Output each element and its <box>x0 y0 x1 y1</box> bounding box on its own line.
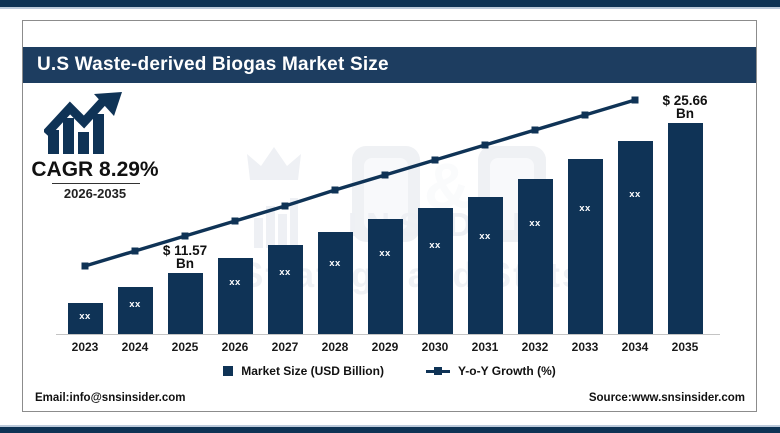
growth-line-marker-2031 <box>481 141 489 149</box>
growth-line-path <box>84 98 636 268</box>
bar-value-placeholder: xx <box>579 203 591 214</box>
market-size-bar-2028: xx <box>317 232 353 334</box>
cagr-range: 2026-2035 <box>63 186 127 201</box>
growth-line-marker-2033 <box>581 111 589 119</box>
footer-source: Source:www.snsinsider.com <box>588 392 745 404</box>
top-brand-strip <box>0 0 780 9</box>
x-axis-tick-2026: 2026 <box>221 340 249 354</box>
market-size-bar-2026: xx <box>217 258 253 334</box>
bar-value-placeholder: xx <box>429 240 441 251</box>
legend-label: Y-o-Y Growth (%) <box>457 364 556 378</box>
x-axis-tick-2024: 2024 <box>121 340 149 354</box>
legend-item-market-size: Market Size (USD Billion) <box>223 364 384 378</box>
market-size-bar-2027: xx <box>267 245 303 334</box>
market-size-bar-2024: xx <box>117 287 153 334</box>
growth-line-marker-2025 <box>181 232 189 240</box>
x-axis-tick-2030: 2030 <box>421 340 449 354</box>
bar-value-placeholder: xx <box>79 311 91 322</box>
legend-item-yoy-growth: Y-o-Y Growth (%) <box>425 364 556 378</box>
bar-value-placeholder: xx <box>279 267 291 278</box>
x-axis-tick-2023: 2023 <box>71 340 99 354</box>
growth-line-marker-2024 <box>131 247 139 255</box>
x-axis-tick-2025: 2025 <box>171 340 199 354</box>
growth-line-marker-2034 <box>631 96 639 104</box>
bar-value-placeholder: xx <box>629 189 641 200</box>
x-axis-tick-2032: 2032 <box>521 340 549 354</box>
growth-chart-icon <box>44 92 122 154</box>
growth-line-marker-2028 <box>331 186 339 194</box>
growth-line-marker-2032 <box>531 126 539 134</box>
legend-label: Market Size (USD Billion) <box>241 364 384 378</box>
x-axis-tick-2035: 2035 <box>671 340 699 354</box>
growth-line-marker-2029 <box>381 171 389 179</box>
line-marker-icon <box>433 367 442 375</box>
market-size-bar-2033: xx <box>567 159 603 334</box>
x-axis-line <box>56 334 720 335</box>
bar-value-placeholder: xx <box>329 258 341 269</box>
x-axis-tick-2031: 2031 <box>471 340 499 354</box>
bar-swatch-icon <box>223 366 234 376</box>
x-axis-tick-2033: 2033 <box>571 340 599 354</box>
bar-value-placeholder: xx <box>129 299 141 310</box>
bar-value-label-2035: $ 25.66 Bn <box>662 93 708 121</box>
bottom-brand-strip <box>0 425 780 433</box>
x-axis-tick-2029: 2029 <box>371 340 399 354</box>
growth-line-marker-2023 <box>81 262 89 270</box>
market-size-bar-2034: xx <box>617 141 653 334</box>
market-size-bar-2035 <box>667 123 703 334</box>
bar-value-label-2025: $ 11.57 Bn <box>162 243 208 271</box>
bar-value-placeholder: xx <box>229 277 241 288</box>
market-size-bar-2025 <box>167 273 203 334</box>
x-axis-tick-2027: 2027 <box>271 340 299 354</box>
page-title: U.S Waste-derived Biogas Market Size <box>23 47 756 83</box>
x-axis-tick-2028: 2028 <box>321 340 349 354</box>
x-axis-tick-2034: 2034 <box>621 340 649 354</box>
market-size-bar-2030: xx <box>417 208 453 334</box>
bar-value-placeholder: xx <box>379 248 391 259</box>
legend: Market Size (USD Billion) Y-o-Y Growth (… <box>23 363 756 379</box>
growth-line-marker-2027 <box>281 202 289 210</box>
cagr-value: CAGR 8.29% <box>31 158 159 181</box>
market-size-bar-2023: xx <box>67 303 103 334</box>
growth-line-marker-2030 <box>431 156 439 164</box>
footer-email: Email:info@snsinsider.com <box>35 392 186 404</box>
growth-line-marker-2026 <box>231 217 239 225</box>
cagr-underline <box>52 183 140 184</box>
line-swatch-icon <box>425 367 450 375</box>
